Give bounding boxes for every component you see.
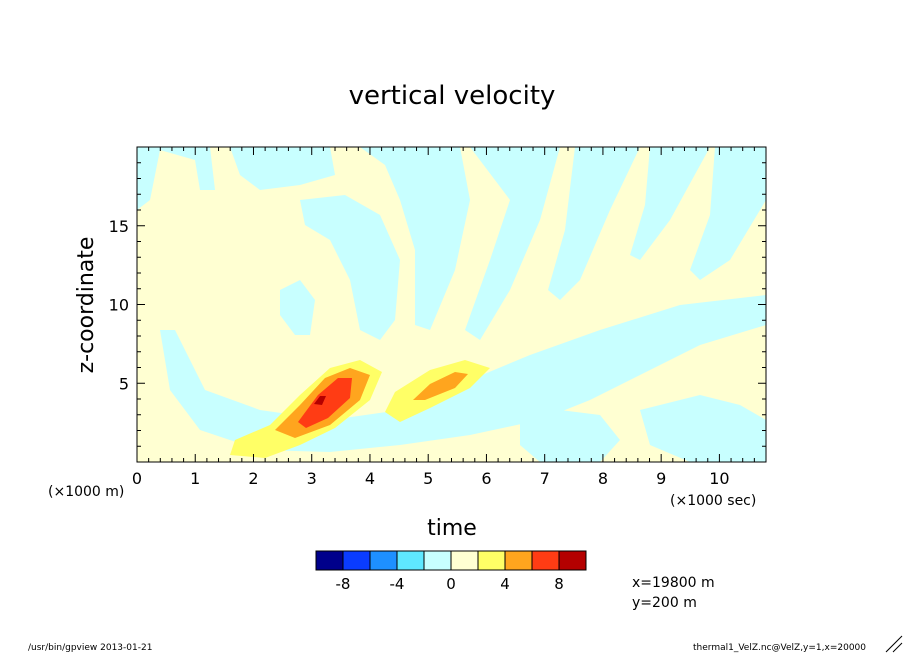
x-axis-scale-note: (×1000 sec): [670, 493, 756, 509]
warm-band-2-orange: [413, 372, 468, 400]
colorbar-tick-label: 0: [446, 575, 456, 593]
corner-mark: [885, 635, 903, 653]
y-tick-label: 15: [109, 217, 129, 236]
warm-band-1-core: [314, 396, 326, 405]
y-axis-scale-note: (×1000 m): [48, 484, 124, 500]
colorbar-swatch: [342, 550, 371, 571]
footer-left: /usr/bin/gpview 2013-01-21: [28, 643, 152, 653]
x-tick-label: 7: [540, 469, 550, 488]
footer-right: thermal1_VelZ.nc@VelZ,y=1,x=20000: [693, 643, 866, 653]
colorbar-swatch: [558, 550, 587, 571]
positive-velocity-regions: [230, 360, 490, 458]
x-axis: 0 1 2 3 4 5 6 7 8 9 10: [132, 147, 767, 488]
colorbar-tick-label: -8: [336, 575, 351, 593]
colorbar-swatch: [369, 550, 398, 571]
x-tick-label: 10: [709, 469, 729, 488]
location-x: x=19800 m: [632, 575, 715, 591]
colorbar-swatch: [315, 550, 344, 571]
colorbar: -8 -4 0 4 8: [315, 550, 587, 593]
x-tick-label: 9: [656, 469, 666, 488]
x-tick-label: 1: [190, 469, 200, 488]
x-tick-label: 3: [307, 469, 317, 488]
location-y: y=200 m: [632, 595, 697, 611]
colorbar-tick-label: 4: [500, 575, 510, 593]
x-tick-label: 5: [423, 469, 433, 488]
colorbar-swatch: [477, 550, 506, 571]
y-axis: 5 10 15: [109, 146, 766, 463]
colorbar-swatch: [504, 550, 533, 571]
y-axis-label: z-coordinate: [74, 237, 99, 374]
warm-band-1-red: [298, 378, 352, 428]
plot-area: [137, 147, 766, 462]
colorbar-swatch: [396, 550, 425, 571]
x-tick-label: 4: [365, 469, 375, 488]
colorbar-tick-label: -4: [390, 575, 405, 593]
y-tick-label: 10: [109, 296, 129, 315]
x-tick-label: 0: [132, 469, 142, 488]
x-tick-label: 6: [481, 469, 491, 488]
colorbar-swatch: [423, 550, 452, 571]
negative-velocity-regions: [137, 147, 766, 462]
colorbar-swatch: [450, 550, 479, 571]
x-tick-label: 2: [248, 469, 258, 488]
y-tick-label: 5: [119, 374, 129, 393]
colorbar-swatch: [531, 550, 560, 571]
x-tick-label: 8: [598, 469, 608, 488]
chart-title: vertical velocity: [349, 81, 556, 111]
x-axis-label: time: [427, 516, 477, 541]
colorbar-tick-label: 8: [554, 575, 564, 593]
